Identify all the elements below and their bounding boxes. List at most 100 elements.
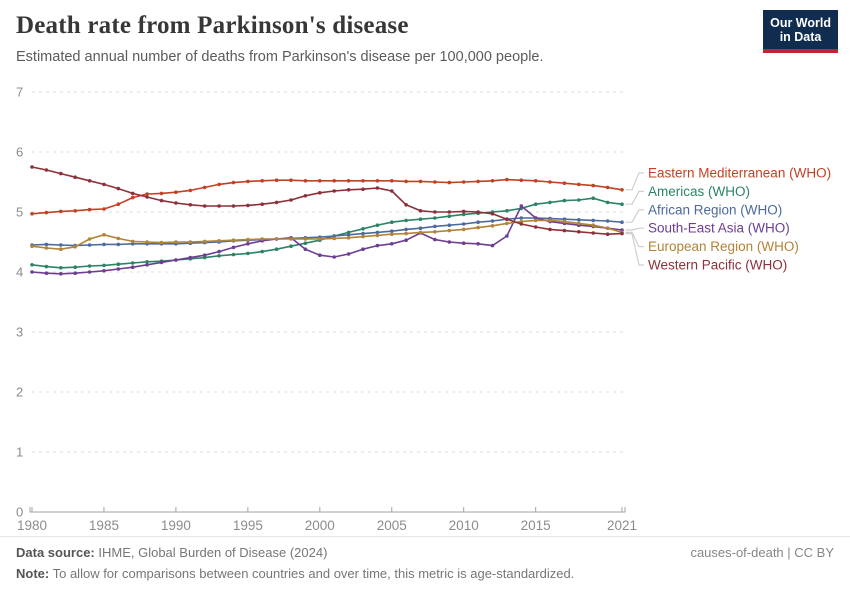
y-tick-label-6: 6 — [16, 145, 23, 160]
data-point — [159, 191, 164, 196]
data-point — [620, 202, 624, 206]
data-point — [87, 270, 92, 274]
legend-label-americas-who[interactable]: Americas (WHO) — [648, 184, 750, 199]
data-point — [418, 226, 423, 230]
data-point — [44, 264, 49, 269]
data-point — [361, 187, 365, 191]
data-point — [390, 229, 394, 233]
legend-label-eastern-mediterranean-who[interactable]: Eastern Mediterranean (WHO) — [648, 166, 831, 181]
data-point — [174, 258, 178, 262]
note-value: To allow for comparisons between countri… — [52, 566, 575, 581]
owid-logo[interactable]: Our World in Data — [763, 10, 838, 53]
series-americas-who[interactable] — [30, 196, 624, 270]
data-point — [375, 223, 380, 227]
data-point — [73, 175, 77, 179]
data-point — [562, 219, 567, 224]
data-point — [404, 218, 408, 223]
data-point — [361, 247, 365, 251]
data-point — [361, 179, 365, 183]
data-point — [73, 271, 77, 276]
series-line-americas-who[interactable] — [31, 197, 623, 269]
data-point — [361, 227, 365, 231]
data-point — [246, 251, 250, 256]
data-point — [433, 230, 437, 234]
x-tick-label-1980: 1980 — [17, 518, 47, 533]
data-point — [447, 180, 452, 185]
data-point — [59, 272, 63, 276]
series-european-region-who[interactable] — [30, 218, 624, 251]
data-point — [433, 210, 437, 214]
series-line-african-region-who[interactable] — [31, 217, 623, 247]
data-point — [490, 219, 495, 223]
data-point — [116, 236, 121, 241]
x-tick-label-2005: 2005 — [377, 518, 407, 533]
data-point — [577, 182, 581, 187]
data-point — [577, 230, 581, 234]
data-point — [620, 231, 624, 236]
data-point — [260, 237, 265, 241]
data-point — [44, 246, 49, 250]
data-point — [188, 203, 193, 207]
attribution-link[interactable]: causes-of-death | CC BY — [690, 545, 834, 560]
data-point — [461, 241, 466, 245]
data-point — [332, 255, 337, 259]
series-eastern-mediterranean-who[interactable] — [30, 177, 624, 216]
data-point — [476, 242, 480, 246]
data-point — [562, 198, 567, 203]
legend-connector-south-east-asia-who — [625, 227, 644, 231]
data-point — [188, 188, 193, 193]
series-line-western-pacific-who[interactable] — [31, 166, 623, 235]
data-point — [102, 207, 106, 211]
data-point — [87, 237, 92, 241]
data-point — [533, 202, 538, 206]
series-line-eastern-mediterranean-who[interactable] — [31, 178, 623, 215]
data-point — [246, 179, 250, 184]
chart-subtitle: Estimated annual number of deaths from P… — [16, 49, 544, 65]
data-point — [59, 247, 63, 251]
series-western-pacific-who[interactable] — [30, 165, 624, 236]
data-point — [231, 252, 236, 257]
data-point — [390, 242, 394, 246]
data-point — [533, 179, 538, 183]
data-point — [591, 218, 595, 223]
series-line-european-region-who[interactable] — [31, 219, 623, 250]
data-point — [505, 209, 509, 213]
data-point — [577, 218, 581, 222]
data-source-line: Data source: IHME, Global Burden of Dise… — [16, 545, 327, 560]
data-point — [577, 221, 581, 226]
data-point — [30, 212, 34, 216]
note-label: Note: — [16, 566, 50, 581]
data-point — [404, 238, 408, 242]
data-point — [346, 236, 351, 240]
data-point — [533, 225, 538, 229]
data-point — [418, 230, 423, 235]
data-point — [174, 201, 178, 205]
data-point — [145, 240, 149, 244]
legend-connector-eastern-mediterranean-who — [625, 172, 644, 191]
x-tick-label-1990: 1990 — [161, 518, 191, 533]
legend-label-western-pacific-who[interactable]: Western Pacific (WHO) — [648, 258, 787, 273]
data-point — [102, 233, 106, 237]
data-point — [562, 228, 567, 233]
series-line-south-east-asia-who[interactable] — [31, 205, 623, 275]
data-point — [461, 227, 466, 232]
owid-logo-line2: in Data — [779, 30, 822, 45]
data-point — [505, 177, 509, 182]
data-point — [73, 245, 77, 249]
data-point — [375, 243, 380, 248]
data-point — [375, 186, 380, 190]
data-point — [217, 182, 221, 187]
data-point — [202, 204, 207, 208]
data-point — [30, 165, 34, 169]
legend-label-african-region-who[interactable]: African Region (WHO) — [648, 202, 782, 217]
y-tick-label-5: 5 — [16, 205, 23, 220]
legend-label-south-east-asia-who[interactable]: South-East Asia (WHO) — [648, 221, 790, 236]
data-point — [447, 210, 452, 214]
x-tick-label-2000: 2000 — [305, 518, 335, 533]
data-point — [260, 179, 265, 183]
data-point — [577, 198, 581, 202]
legend-label-european-region-who[interactable]: European Region (WHO) — [648, 239, 799, 254]
data-point — [461, 180, 466, 184]
